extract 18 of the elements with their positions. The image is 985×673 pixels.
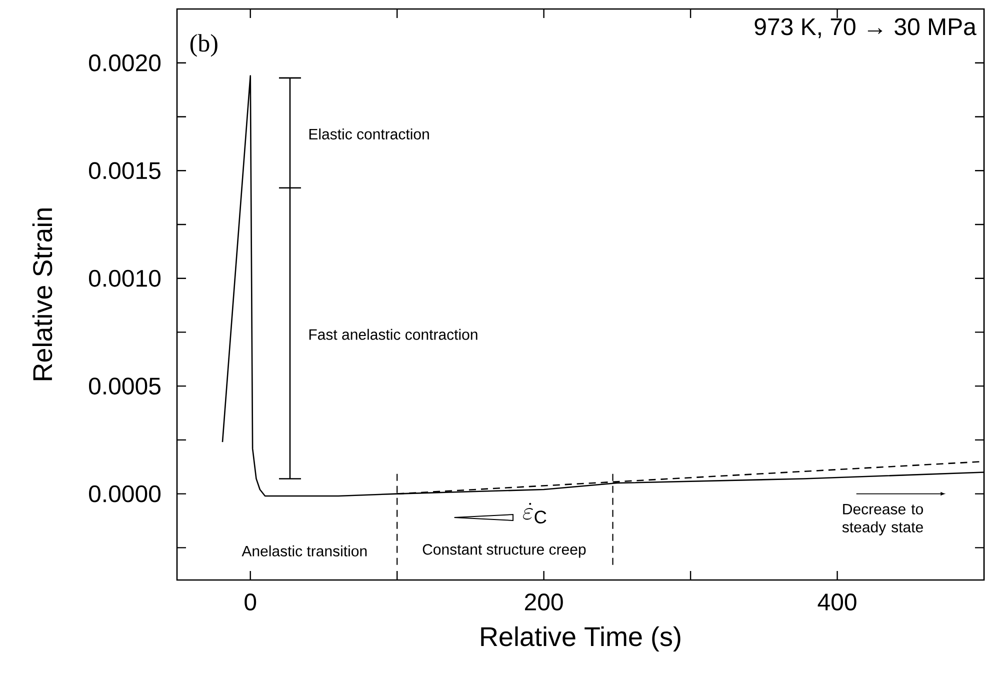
annotation: Elastic contraction [309,128,429,140]
x-tick-label: 0 [244,594,256,611]
y-tick-label: 0.0005 [89,378,160,395]
chart-title: 973 K, 70 → 30 MPa [754,18,976,38]
x-axis-title: Relative Time (s) [481,626,680,652]
annotation: (b) [190,34,218,57]
y-axis-title: Relative Strain [32,208,52,380]
annotation: Anelastic transition [242,545,367,556]
y-tick-label: 0.0020 [89,54,161,72]
annotation: $\dot{\varepsilon}_{\mathrm{C}}$ [523,502,546,524]
x-tick-label: 200 [525,594,563,611]
annotation: Decrease to steady state [842,504,923,536]
annotation: Fast anelastic contraction [309,328,478,340]
y-tick-label: 0.0015 [89,162,160,180]
annotation: Constant structure creep [422,544,586,558]
y-tick-label: 0.0000 [89,485,161,502]
y-tick-label: 0.0010 [89,270,161,287]
x-tick-label: 400 [818,594,856,611]
